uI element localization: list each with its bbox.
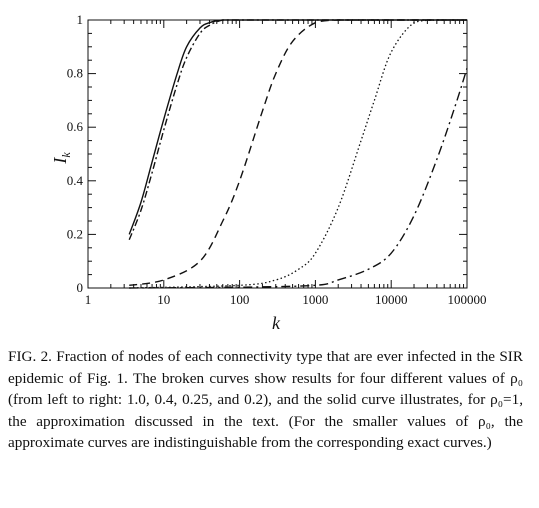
series-layer [128,19,468,289]
caption-text: FIG. 2. Fraction of nodes of each connec… [8,348,523,452]
plot-frame [87,19,468,289]
y-tick-label: 0.8 [67,66,83,81]
x-tick-label: 1000 [302,292,328,307]
y-axis-title: Ik [50,152,73,165]
series-line-solid [128,19,467,235]
y-tick-label: 0.2 [67,226,83,241]
x-tick-label: 100 [230,292,250,307]
line-chart: 1 10 100 1000 10000 100000 0 0.2 0.4 0.6 0.8 1 k Ik [50,12,487,333]
x-tick-label: 1 [85,292,92,307]
y-tick-label: 1 [77,12,84,27]
series-line-dash-dot [129,68,468,289]
y-tick-label: 0.4 [67,173,84,188]
x-axis-title: k [272,313,281,333]
x-tick-label: 10000 [375,292,408,307]
tick-marks [87,19,468,289]
x-tick-label: 100000 [448,292,487,307]
svg-text:Ik: Ik [50,152,73,165]
series-line-dotted [129,19,467,289]
figure-caption: FIG. 2. Fraction of nodes of each connec… [8,346,523,454]
figure: 1 10 100 1000 10000 100000 0 0.2 0.4 0.6 0.8 1 k Ik [50,12,487,333]
y-tick-label: 0.6 [67,119,84,134]
y-tick-label: 0 [77,280,84,295]
tick-labels: 1 10 100 1000 10000 100000 0 0.2 0.4 0.6 0.8 1 [67,12,487,307]
series-line-dashed [129,19,467,287]
series-line-dash-dot-fine [128,19,467,241]
x-tick-label: 10 [157,292,170,307]
